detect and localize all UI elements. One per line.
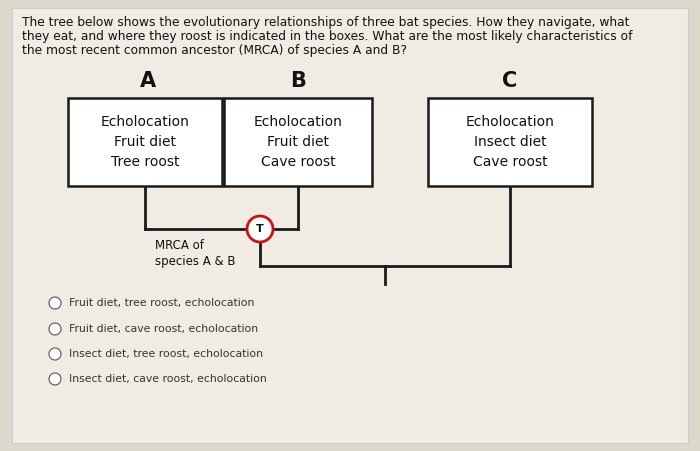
Text: Echolocation
Insect diet
Cave roost: Echolocation Insect diet Cave roost [466,115,554,169]
Circle shape [49,297,61,309]
Circle shape [49,373,61,385]
Text: Insect diet, tree roost, echolocation: Insect diet, tree roost, echolocation [69,349,263,359]
Circle shape [247,216,273,242]
Text: Fruit diet, tree roost, echolocation: Fruit diet, tree roost, echolocation [69,298,254,308]
Text: MRCA of
species A & B: MRCA of species A & B [155,239,235,268]
Text: Insect diet, cave roost, echolocation: Insect diet, cave roost, echolocation [69,374,267,384]
FancyBboxPatch shape [68,98,222,186]
Text: the most recent common ancestor (MRCA) of species A and B?: the most recent common ancestor (MRCA) o… [22,44,407,57]
Text: B: B [290,71,306,91]
Circle shape [49,323,61,335]
Text: Fruit diet, cave roost, echolocation: Fruit diet, cave roost, echolocation [69,324,258,334]
Text: they eat, and where they roost is indicated in the boxes. What are the most like: they eat, and where they roost is indica… [22,30,633,43]
FancyBboxPatch shape [12,8,688,443]
FancyBboxPatch shape [224,98,372,186]
Text: The tree below shows the evolutionary relationships of three bat species. How th: The tree below shows the evolutionary re… [22,16,629,29]
Text: T: T [256,224,264,234]
Text: C: C [503,71,517,91]
Text: Echolocation
Fruit diet
Tree roost: Echolocation Fruit diet Tree roost [101,115,190,169]
Circle shape [49,348,61,360]
FancyBboxPatch shape [428,98,592,186]
Text: Echolocation
Fruit diet
Cave roost: Echolocation Fruit diet Cave roost [253,115,342,169]
Text: A: A [140,71,156,91]
